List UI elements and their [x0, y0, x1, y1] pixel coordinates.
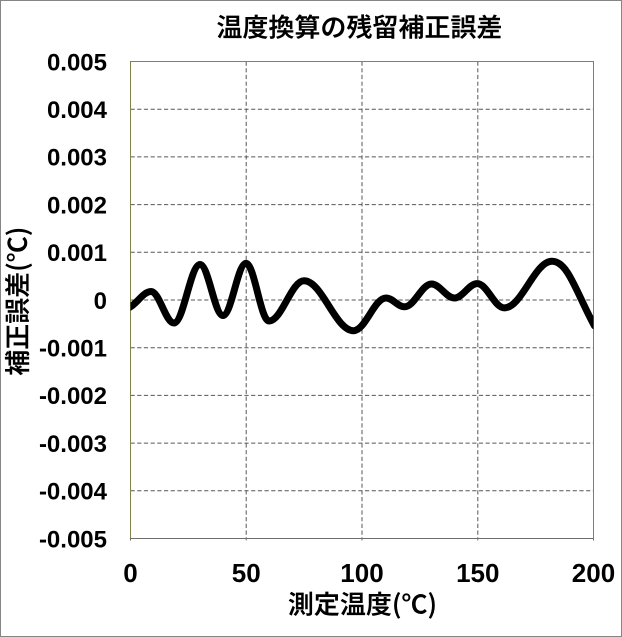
svg-text:-0.004: -0.004 — [39, 479, 108, 506]
svg-text:50: 50 — [232, 558, 261, 588]
svg-text:100: 100 — [340, 558, 383, 588]
svg-text:0.003: 0.003 — [47, 145, 107, 172]
svg-text:0.005: 0.005 — [47, 49, 107, 76]
svg-text:0.002: 0.002 — [47, 192, 107, 219]
svg-text:-0.001: -0.001 — [39, 336, 107, 363]
svg-text:200: 200 — [572, 558, 615, 588]
svg-text:-0.002: -0.002 — [39, 383, 107, 410]
svg-text:0: 0 — [123, 558, 137, 588]
svg-text:150: 150 — [456, 558, 499, 588]
svg-text:0.001: 0.001 — [47, 240, 107, 267]
svg-text:0: 0 — [94, 288, 107, 315]
svg-text:0.004: 0.004 — [47, 97, 108, 124]
svg-text:-0.005: -0.005 — [39, 526, 107, 553]
svg-text:-0.003: -0.003 — [39, 431, 107, 458]
